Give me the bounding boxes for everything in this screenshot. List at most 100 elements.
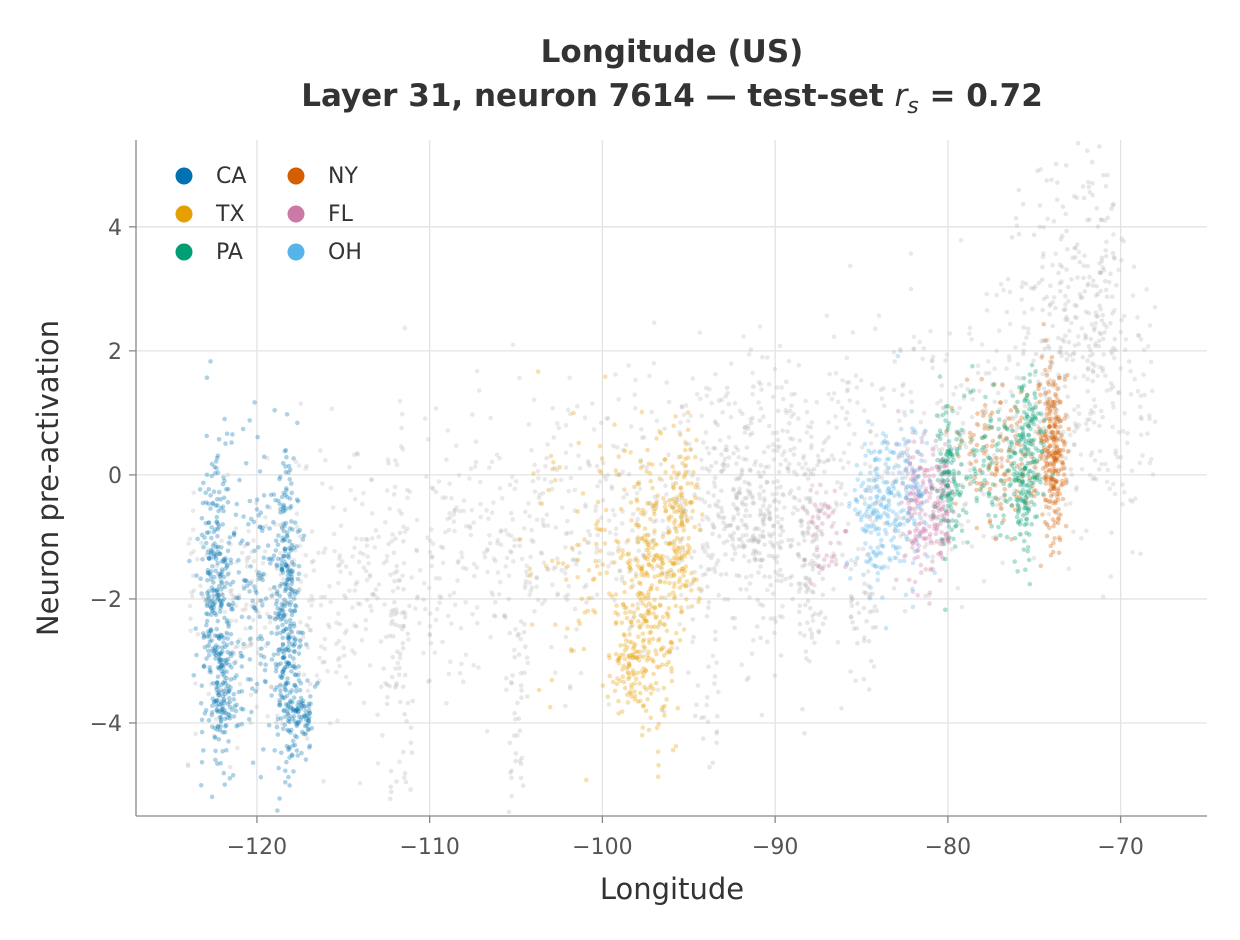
background-point [396,672,402,678]
background-point [687,441,692,447]
point-ca [283,780,288,785]
background-point [1131,264,1137,270]
background-point [250,617,256,623]
point-tx [612,422,617,428]
background-point [1088,411,1093,417]
background-point [706,605,711,610]
point-pa [1040,449,1045,454]
background-point [845,410,850,415]
point-ca [216,593,222,599]
background-point [634,537,640,542]
background-point [244,555,250,561]
point-fl [828,540,833,546]
point-ca [220,598,225,604]
point-pa [954,437,959,442]
point-tx [658,647,664,653]
background-point [469,507,475,513]
point-ca [214,707,219,713]
point-ca [301,533,307,539]
background-point [1045,343,1051,349]
point-ca [204,597,209,602]
background-point [459,554,465,560]
background-point [1049,362,1054,367]
background-point [399,610,405,616]
background-point [943,432,948,438]
point-ca [278,661,283,666]
point-ca [258,510,264,515]
background-point [1063,302,1068,307]
background-point [1057,418,1062,423]
background-point [886,499,892,504]
point-ca [295,706,300,712]
point-ca [273,538,279,543]
point-tx [681,627,687,632]
background-point [510,559,516,564]
point-pa [1035,411,1041,416]
background-point [470,612,475,617]
background-point [854,626,860,631]
background-point [490,592,496,598]
point-ca [207,639,213,644]
background-point [402,672,408,678]
background-point [563,465,569,470]
background-point [694,702,699,708]
point-ca [226,602,231,607]
background-point [366,561,371,566]
background-point [744,445,750,450]
background-point [364,577,370,583]
point-pa [951,468,957,474]
point-ca [210,724,215,730]
point-ca [275,588,280,594]
background-point [767,517,773,522]
point-pa [956,513,962,518]
point-tx [640,674,646,679]
point-ca [256,636,261,642]
background-point [1023,281,1029,287]
background-point [302,732,308,737]
background-point [534,584,539,589]
background-point [1103,253,1109,259]
background-point [401,749,406,755]
point-ny [1063,477,1069,482]
background-point [713,460,719,465]
point-fl [896,408,901,414]
background-point [1016,231,1022,237]
point-ca [213,556,219,562]
point-pa [1023,567,1028,572]
point-ca [293,709,299,714]
background-point [1073,423,1079,429]
background-point [334,641,339,647]
background-point [1086,184,1092,190]
point-ca [286,636,292,641]
background-point [747,467,753,472]
point-tx [612,560,617,565]
background-point [1102,218,1108,223]
background-point [609,484,614,490]
background-point [1008,389,1014,395]
background-point [846,441,852,447]
background-point [739,518,744,523]
background-point [715,504,720,509]
background-point [190,508,196,513]
background-point [322,659,327,665]
point-ca [209,712,215,718]
background-point [791,469,797,475]
background-point [1053,251,1058,256]
background-point [774,444,780,449]
point-pa [1023,422,1028,427]
background-point [1126,359,1132,364]
background-point [750,415,755,421]
point-ca [218,634,224,640]
point-ca [281,707,287,713]
point-ca [287,477,293,482]
point-ca [195,536,200,542]
background-point [782,505,787,510]
background-point [226,570,232,576]
point-ca [203,521,209,526]
background-point [665,555,670,560]
background-point [731,514,736,520]
background-point [811,538,817,543]
background-point [433,489,439,495]
background-point [356,559,362,564]
